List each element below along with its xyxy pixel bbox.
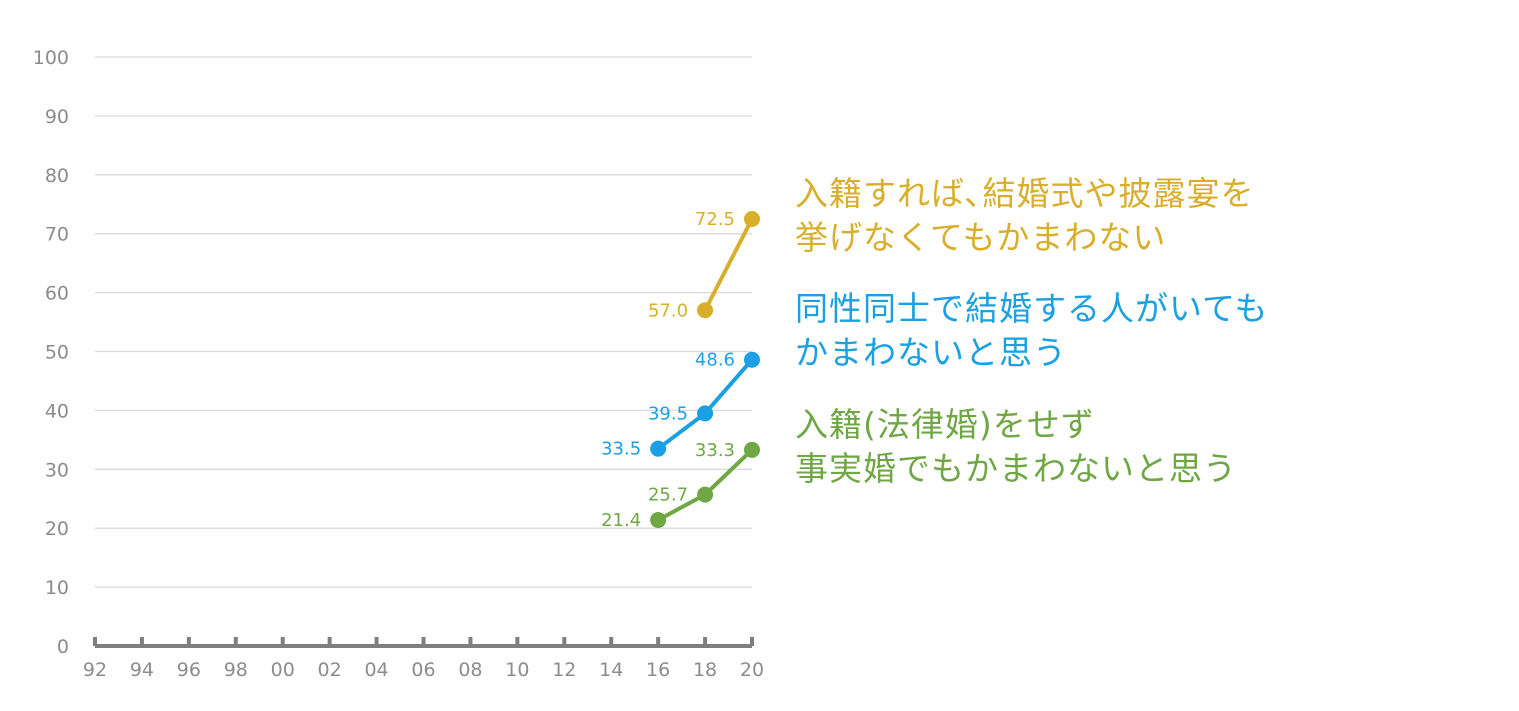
legend-text: かまわないと思う xyxy=(795,333,1067,372)
data-label: 48.6 xyxy=(695,350,735,371)
y-tick-label: 50 xyxy=(45,342,69,364)
y-tick-label: 100 xyxy=(33,47,69,69)
data-point xyxy=(744,210,760,227)
y-tick-label: 40 xyxy=(45,400,69,422)
y-tick-label: 60 xyxy=(45,283,69,305)
legend-entry-wedding: 入籍すれば､結婚式や披露宴を 挙げなくてもかまわない xyxy=(795,172,1255,260)
legend-text: 入籍(法律婚)をせず xyxy=(795,405,1095,444)
data-point xyxy=(650,440,667,457)
legend-text: 挙げなくてもかまわない xyxy=(795,218,1167,257)
x-tick-label: 00 xyxy=(271,659,295,681)
data-point xyxy=(650,511,667,528)
x-tick-label: 98 xyxy=(224,659,248,681)
x-tick-label: 14 xyxy=(599,659,623,681)
data-point xyxy=(697,486,714,503)
data-label: 57.0 xyxy=(648,300,688,321)
data-label: 72.5 xyxy=(695,209,735,230)
legend-entry-de-facto: 入籍(法律婚)をせず 事実婚でもかまわないと思う xyxy=(795,403,1237,491)
x-tick-label: 06 xyxy=(411,659,435,681)
data-label: 25.7 xyxy=(648,485,688,506)
x-tick-label: 08 xyxy=(458,659,482,681)
x-tick-label: 16 xyxy=(646,659,670,681)
x-tick-label: 12 xyxy=(552,659,576,681)
y-tick-label: 30 xyxy=(45,459,69,481)
legend-text: 同性同士で結婚する人がいても xyxy=(795,289,1269,328)
y-tick-label: 10 xyxy=(45,577,69,599)
y-tick-label: 20 xyxy=(45,518,69,540)
legend-text: 入籍すれば､結婚式や披露宴を xyxy=(795,174,1255,213)
x-tick-label: 92 xyxy=(83,659,107,681)
data-point xyxy=(697,405,714,422)
y-tick-label: 80 xyxy=(45,165,69,187)
data-point xyxy=(744,441,760,458)
x-tick-label: 02 xyxy=(318,659,342,681)
y-tick-label: 90 xyxy=(45,106,69,128)
x-tick-label: 94 xyxy=(130,659,154,681)
x-tick-label: 96 xyxy=(177,659,201,681)
y-tick-label: 70 xyxy=(45,224,69,246)
data-point xyxy=(697,302,714,319)
y-tick-label: 0 xyxy=(57,636,69,658)
data-label: 33.3 xyxy=(695,440,735,461)
data-label: 39.5 xyxy=(648,403,688,424)
data-point xyxy=(744,351,760,368)
x-tick-label: 04 xyxy=(364,659,388,681)
legend-entry-same-sex: 同性同士で結婚する人がいても かまわないと思う xyxy=(795,287,1268,375)
data-label: 33.5 xyxy=(601,439,641,460)
x-tick-label: 20 xyxy=(740,659,764,681)
x-tick-label: 18 xyxy=(693,659,717,681)
legend-text: 事実婚でもかまわないと思う xyxy=(795,449,1237,488)
data-label: 21.4 xyxy=(601,510,641,531)
series-line xyxy=(703,218,754,312)
x-tick-label: 10 xyxy=(505,659,529,681)
